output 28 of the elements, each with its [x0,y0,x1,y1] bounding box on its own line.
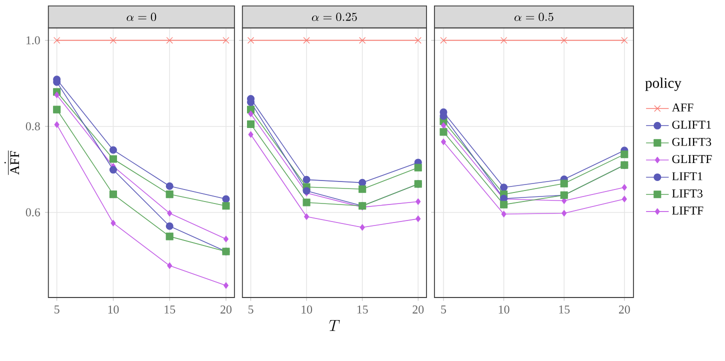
x-tick-label: 10 [108,305,119,314]
x-tick-label: 5 [441,305,446,314]
x-tick-label: 10 [498,305,510,314]
x-tick-label: 10 [302,305,312,314]
legend-label: LIFT1 [672,172,702,180]
chart-title: $\alpha = 0.5$ [514,12,554,21]
chart-title: $\alpha = 0$ [126,12,156,21]
x-tick-label: 15 [164,305,176,314]
x-axis-title: $T$ [329,320,340,331]
y-tick-label: 0.6 [26,208,40,216]
x-tick-label: 20 [412,305,424,314]
chart-title: $\alpha = 0.25$ [312,12,357,21]
legend-label: AFF [672,103,694,112]
legend-title: policy [645,78,682,91]
x-tick-label: 20 [220,305,232,314]
legend-label: GLIFT3 [672,138,712,146]
x-tick-label: 15 [357,305,368,314]
x-tick-label: 15 [559,305,570,314]
y-tick-label: 0.8 [26,122,40,130]
x-tick-label: 5 [248,305,254,314]
x-tick-label: 5 [54,305,60,314]
y-tick-label: 1.0 [26,36,40,44]
legend-label: LIFTF [672,206,704,214]
x-tick-label: 20 [618,305,630,314]
legend-label: GLIFT1 [672,120,711,129]
legend-label: GLIFTF [672,154,712,164]
legend-label: LIFT3 [672,189,702,198]
y-axis-title: $\dot{\overline{\mathrm{AFF}}}$ [4,150,19,175]
